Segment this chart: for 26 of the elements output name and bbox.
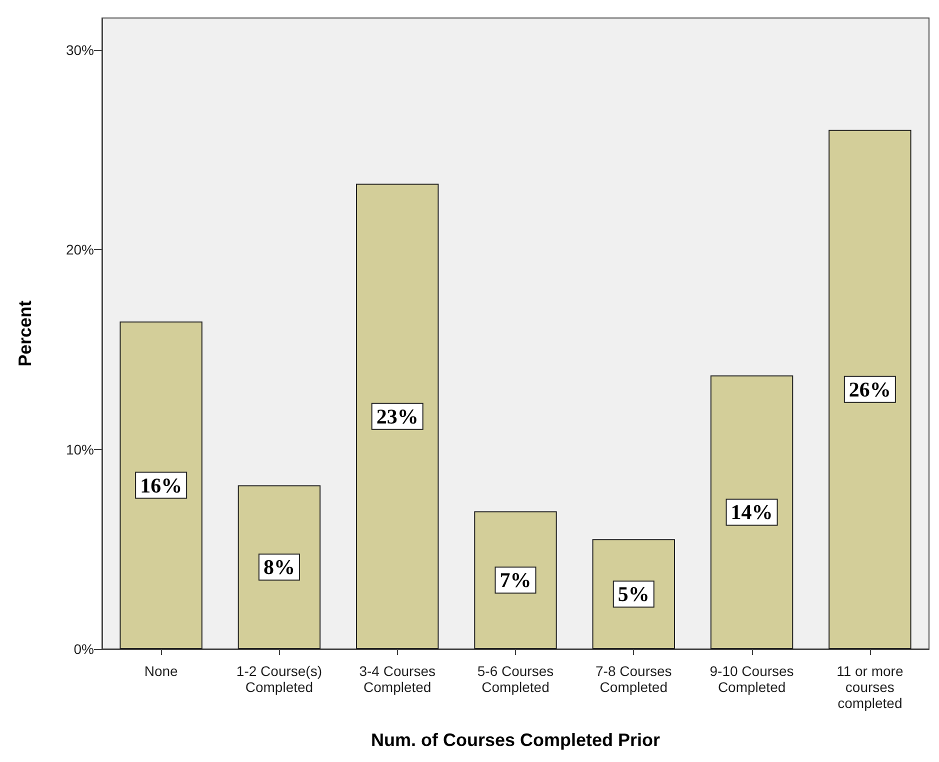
bar: [120, 322, 202, 649]
bar: [238, 485, 321, 649]
data-label: 5%: [618, 582, 650, 606]
bar: [710, 375, 794, 649]
bar: [474, 511, 557, 649]
y-axis-title: Percent: [15, 300, 35, 367]
x-tick-label: 9-10 Courses Completed: [710, 663, 794, 695]
y-tick-label: 20%: [66, 242, 94, 258]
x-tick-label: 11 or more courses completed: [836, 663, 904, 711]
data-label: 23%: [376, 404, 418, 428]
data-label: 7%: [500, 568, 532, 592]
x-axis-title: Num. of Courses Completed Prior: [370, 730, 660, 750]
x-tick-label: 1-2 Course(s) Completed: [236, 663, 322, 695]
data-label: 16%: [140, 473, 182, 498]
x-tick-label: 3-4 Courses Completed: [359, 663, 436, 695]
data-label: 8%: [263, 555, 295, 580]
data-label: 26%: [848, 377, 891, 402]
x-tick-label: None: [144, 663, 178, 679]
data-label: 14%: [730, 500, 773, 524]
y-tick-label: 10%: [66, 441, 94, 458]
y-tick-label: 0%: [74, 641, 94, 657]
bar: [828, 130, 912, 649]
bar: [356, 184, 439, 649]
x-tick-label: 5-6 Courses Completed: [477, 663, 554, 695]
y-tick-label: 30%: [66, 42, 94, 58]
x-tick-label: 7-8 Courses Completed: [596, 663, 672, 695]
